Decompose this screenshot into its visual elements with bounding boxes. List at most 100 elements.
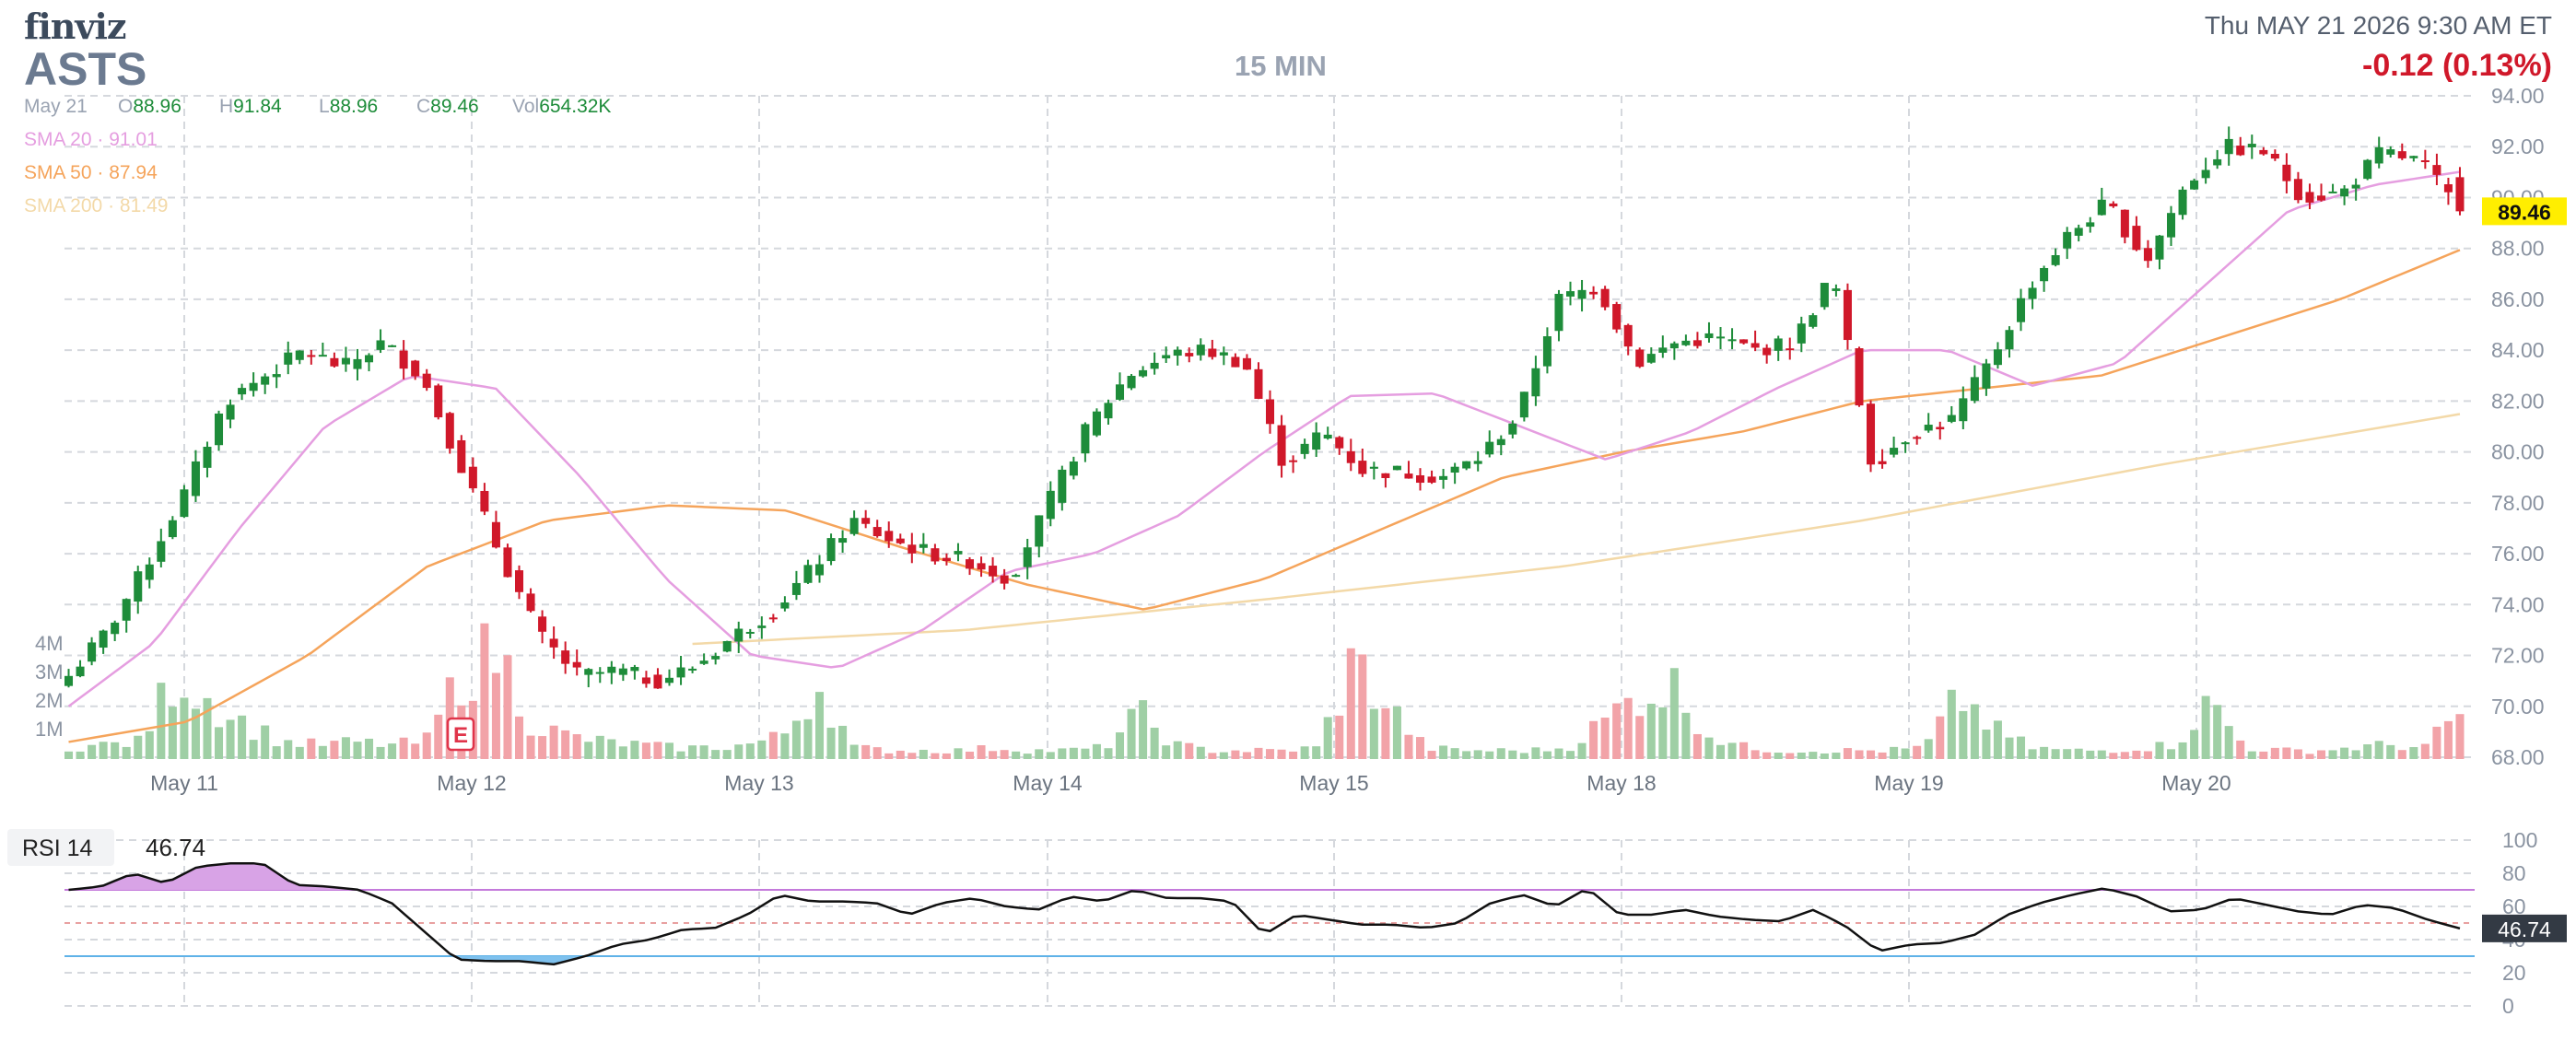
x-tick-label: May 15	[1299, 771, 1368, 795]
volume-bar	[2328, 750, 2337, 759]
volume-bar	[2270, 747, 2279, 759]
volume-bar	[2051, 749, 2060, 759]
brand-logo[interactable]: finviz	[24, 6, 127, 47]
volume-bar	[1485, 751, 1494, 759]
volume-bar	[1993, 720, 2002, 759]
candle-body	[1358, 461, 1367, 474]
volume-bar	[1427, 751, 1436, 759]
volume-bar	[2455, 714, 2465, 759]
volume-bar	[64, 751, 74, 759]
candle-body	[2028, 287, 2037, 299]
volume-tick: 2M	[35, 689, 64, 712]
rsi-badge-label: 46.74	[2498, 917, 2551, 941]
candle-body	[584, 669, 593, 675]
volume-bar	[1913, 745, 1922, 759]
candle-body	[1427, 476, 1436, 483]
ohlc-high: H91.84	[219, 96, 282, 118]
candle-body	[1127, 376, 1136, 389]
candle-body	[572, 661, 581, 668]
ohlc-open-key: O	[118, 96, 134, 117]
candle-body	[399, 350, 408, 369]
volume-bar	[2282, 747, 2291, 759]
x-tick-label: May 20	[2161, 771, 2231, 795]
price-y-tick: 86.00	[2491, 287, 2545, 311]
volume-bar	[2443, 720, 2453, 759]
volume-bar	[1058, 748, 1067, 759]
volume-bar	[1416, 737, 1425, 759]
candle-body	[203, 447, 212, 468]
volume-bar	[1127, 708, 1136, 759]
candle-body	[538, 616, 547, 632]
ohlc-low-key: L	[319, 96, 330, 117]
candle-body	[2270, 153, 2279, 159]
volume-bar	[896, 750, 905, 759]
volume-bar	[907, 753, 917, 759]
volume-bar	[849, 744, 859, 759]
candle-body	[2143, 248, 2152, 262]
volume-tick: 1M	[35, 718, 64, 741]
rsi-badge	[2482, 914, 2567, 942]
volume-bar	[1046, 752, 1055, 759]
volume-bar	[977, 745, 986, 759]
volume-bar	[1982, 730, 1991, 759]
candle-body	[1335, 437, 1344, 449]
candle-body	[1970, 377, 1979, 402]
volume-bar	[2351, 750, 2360, 759]
candle-body	[630, 667, 639, 672]
candle-body	[745, 631, 755, 634]
candle-body	[503, 547, 512, 578]
volume-bar	[2236, 740, 2245, 759]
rsi-y-tick: 60	[2502, 894, 2526, 918]
candle-body	[849, 518, 859, 534]
volume-bar	[1185, 742, 1194, 759]
volume-bar	[966, 752, 975, 759]
candle-body	[284, 352, 293, 365]
candle-body	[1739, 339, 1749, 344]
volume-bar	[688, 745, 697, 759]
timeframe-label: 15 MIN	[1235, 50, 1327, 82]
candle-body	[2420, 160, 2430, 163]
volume-bar	[1023, 754, 1032, 759]
volume-bar	[2097, 750, 2106, 759]
candle-body	[1797, 323, 1806, 344]
volume-bar	[2293, 749, 2302, 759]
candle-body	[134, 571, 143, 602]
ohlc-close-value: 89.46	[430, 96, 479, 117]
candle-body	[1913, 437, 1922, 439]
candle-body	[1300, 443, 1309, 454]
ohlc-volume-value: 654.32K	[539, 96, 612, 117]
volume-bar	[838, 725, 848, 759]
volume-bar	[2155, 742, 2164, 759]
volume-bar	[1392, 706, 1401, 759]
volume-tick: 4M	[35, 632, 64, 655]
volume-bar	[1173, 741, 1182, 759]
last-price-label: 89.46	[2498, 200, 2551, 224]
volume-bar	[2178, 742, 2187, 759]
volume-bar	[1692, 733, 1702, 759]
candle-body	[1704, 333, 1714, 339]
volume-bar	[1566, 751, 1575, 759]
candle-body	[1832, 288, 1841, 291]
candle-body	[2282, 164, 2291, 181]
volume-bar	[1832, 753, 1841, 759]
price-y-tick: 88.00	[2491, 237, 2545, 261]
last-price-badge	[2482, 197, 2567, 226]
volume-bar	[1936, 716, 1945, 759]
volume-bar	[1312, 746, 1321, 759]
volume-bar	[1519, 753, 1528, 759]
candle-body	[1600, 288, 1610, 308]
candle-body	[1450, 466, 1459, 473]
candle-body	[561, 650, 570, 664]
candle-body	[1993, 349, 2002, 366]
candle-body	[215, 413, 224, 446]
candle-body	[2259, 149, 2268, 155]
ohlc-close: C89.46	[416, 96, 479, 118]
ohlc-volume: Vol654.32K	[512, 96, 611, 118]
candle-body	[1289, 460, 1298, 462]
volume-bar	[1208, 753, 1217, 759]
price-y-tick: 84.00	[2491, 338, 2545, 362]
volume-bar	[76, 751, 85, 759]
candle-body	[1774, 338, 1783, 351]
